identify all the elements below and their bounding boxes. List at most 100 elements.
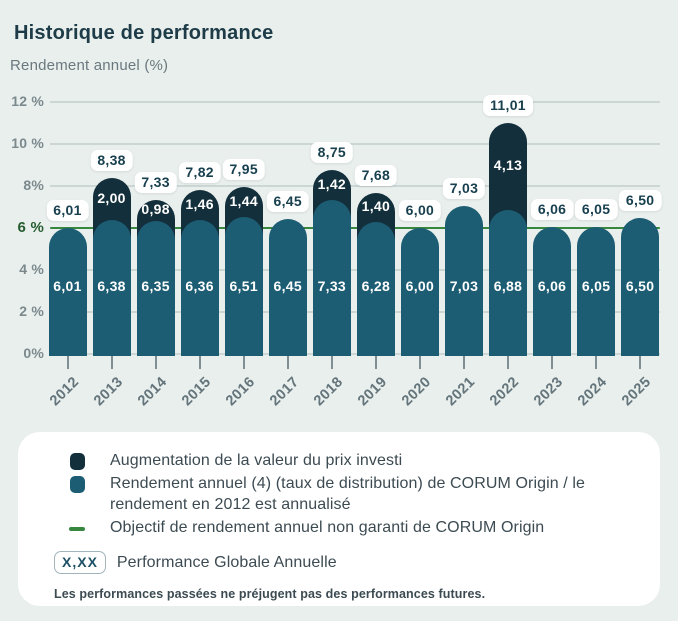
- bar-2020-total-label: 6,00: [398, 200, 442, 221]
- legend-card: Augmentation de la valeur du prix invest…: [18, 432, 660, 606]
- x-axis-tick-2022: [507, 356, 509, 369]
- bar-2012-base-value: 6,01: [53, 278, 82, 294]
- y-axis-label-10: 10 %: [11, 135, 44, 151]
- x-axis-label-2013: 2013: [90, 374, 126, 410]
- bar-2023-return-segment: [533, 226, 572, 356]
- y-axis-label-6: 6 %: [17, 219, 44, 236]
- x-axis-label-2017: 2017: [266, 374, 303, 410]
- bar-2021-return-segment: [444, 206, 483, 356]
- x-axis-tick-2021: [462, 356, 465, 369]
- bar-2017-return-segment: [268, 218, 307, 356]
- legend-item-price-increase: Augmentation de la valeur du prix invest…: [69, 450, 636, 471]
- bar-2014-total-label: 7,33: [134, 172, 177, 194]
- bar-2013-total-label: 8,38: [90, 150, 133, 172]
- bar-2020-base-value: 6,00: [405, 278, 435, 294]
- x-axis-tick-2025: [639, 356, 642, 369]
- x-axis-label-2024: 2024: [575, 374, 611, 410]
- bar-2025-return-segment: [621, 217, 660, 356]
- x-axis-tick-2017: [286, 356, 289, 369]
- x-axis-label-2014: 2014: [134, 374, 170, 410]
- green-line-marker-icon: [69, 520, 85, 531]
- dark-square-marker-icon: [69, 453, 85, 470]
- gridline-0: [50, 353, 660, 355]
- x-axis-label-2016: 2016: [222, 374, 259, 410]
- bar-2019-return-segment: [356, 222, 395, 356]
- bar-2013-base-value: 6,38: [97, 278, 126, 294]
- gridline-10: [50, 143, 660, 145]
- x-axis-tick-2023: [551, 356, 554, 369]
- bar-2018-total-label: 8,75: [310, 142, 354, 164]
- x-axis-tick-2013: [110, 356, 113, 369]
- annual-global-performance-row: X,XX Performance Globale Annuelle: [54, 551, 636, 574]
- x-axis-label-2012: 2012: [46, 374, 82, 410]
- bar-2022-top-value: 4,13: [493, 157, 523, 174]
- bar-2023-base-value: 6,06: [537, 278, 567, 294]
- bar-2017-total-label: 6,45: [266, 190, 309, 212]
- bar-2015-top-value: 1,46: [185, 196, 214, 213]
- gridline-4: [50, 269, 660, 271]
- bar-2021-base-value: 7,03: [449, 278, 479, 294]
- y-axis-label-4: 4 %: [19, 261, 44, 277]
- legend-item-label: Objectif de rendement annuel non garanti…: [110, 519, 545, 536]
- x-axis-label-2020: 2020: [398, 374, 435, 410]
- bar-2022-return-segment: [489, 209, 527, 356]
- x-axis-label-2019: 2019: [354, 374, 391, 410]
- page-title: Historique de performance: [14, 22, 274, 45]
- value-badge-sample: X,XX: [54, 551, 106, 574]
- y-axis-title: Rendement annuel (%): [10, 57, 169, 74]
- bar-2019-top-value: 1,40: [361, 198, 391, 215]
- y-axis-label-2: 2 %: [19, 303, 44, 319]
- legend-item-annual-return: Rendement annuel (4) (taux de distributi…: [69, 473, 636, 515]
- performance-bar-chart: 0% 2 % 4 % 6 % 8% 10 % 12 % 6,01 6,01 2012 6,38 2,0…: [11, 93, 662, 410]
- legend-item-label: Rendement annuel (4) (taux de distributi…: [110, 475, 586, 513]
- bar-2020-return-segment: [400, 228, 439, 356]
- x-axis-label-2015: 2015: [178, 374, 214, 410]
- bar-2024-base-value: 6,05: [581, 278, 611, 294]
- x-axis-tick-2015: [198, 356, 201, 369]
- bar-2013-top-value: 2,00: [97, 190, 126, 207]
- bar-2016-base-value: 6,51: [229, 278, 258, 294]
- bar-2014-base-value: 6,35: [141, 278, 170, 294]
- bar-2024-return-segment: [577, 226, 616, 356]
- legend-list: Augmentation de la valeur du prix invest…: [69, 450, 636, 538]
- target-line: [50, 226, 660, 230]
- bar-2018-top-value: 1,42: [317, 176, 347, 193]
- bar-2016-return-segment: [224, 217, 263, 356]
- bar-2015-base-value: 6,36: [185, 278, 214, 294]
- x-axis-label-2022: 2022: [487, 374, 523, 410]
- y-axis-label-0: 0%: [23, 345, 44, 361]
- gridline-8: [50, 185, 660, 187]
- bar-2015-return-segment: [180, 220, 219, 356]
- bar-2018-base-value: 7,33: [317, 278, 347, 294]
- teal-square-marker-icon: [69, 476, 85, 493]
- x-axis-label-2018: 2018: [310, 374, 347, 410]
- x-axis-label-2021: 2021: [442, 374, 479, 410]
- bar-2024-total-label: 6,05: [574, 198, 618, 220]
- bar-2025-total-label: 6,50: [618, 189, 662, 211]
- bar-2022-base-value: 6,88: [493, 278, 523, 294]
- bar-2016-top-value: 1,44: [229, 193, 258, 210]
- bar-2014-return-segment: [136, 220, 175, 356]
- bar-2019-total-label: 7,68: [354, 164, 398, 186]
- x-axis-label-2025: 2025: [619, 374, 655, 410]
- x-axis-tick-2024: [595, 356, 598, 369]
- gridline-2: [50, 311, 660, 313]
- bar-2015-total-label: 7,82: [178, 161, 221, 183]
- x-axis-tick-2018: [330, 356, 333, 369]
- bar-2025-base-value: 6,50: [625, 278, 655, 294]
- legend-item-label: Augmentation de la valeur du prix invest…: [110, 452, 403, 469]
- bar-2018-return-segment: [312, 200, 351, 356]
- x-axis-tick-2020: [418, 356, 421, 369]
- x-axis-tick-2012: [66, 356, 69, 369]
- x-axis-tick-2019: [374, 356, 377, 369]
- bar-2023-total-label: 6,06: [530, 198, 574, 220]
- bar-2012-total-label: 6,01: [46, 199, 89, 221]
- y-axis-label-12: 12 %: [11, 93, 44, 109]
- bar-2013-return-segment: [92, 220, 131, 356]
- legend-item-target: Objectif de rendement annuel non garanti…: [69, 517, 636, 538]
- x-axis-tick-2016: [242, 356, 245, 369]
- x-axis-label-2023: 2023: [531, 374, 567, 410]
- disclaimer-text: Les performances passées ne préjugent pa…: [54, 587, 486, 601]
- bar-2012-return-segment: [48, 227, 87, 356]
- bar-2014-top-value: 0,98: [141, 201, 170, 218]
